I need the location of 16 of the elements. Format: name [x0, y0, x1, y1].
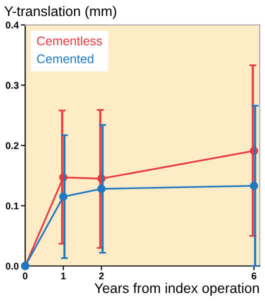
x-tick-label: 1	[61, 272, 66, 280]
x-tick-label: 0	[22, 272, 28, 280]
y-tick-label: 0.0	[6, 262, 19, 270]
x-tick-label: 6	[252, 272, 256, 280]
point	[250, 182, 258, 190]
text: Cemented	[37, 54, 94, 64]
point	[59, 192, 68, 201]
point	[97, 184, 106, 194]
y-tick-label: 0.4	[6, 22, 19, 29]
y-tick-label: 0.1	[6, 202, 19, 210]
y-tick-label: 0.3	[6, 82, 19, 89]
y-axis-title: Y-translation (mm)	[4, 6, 116, 19]
x-axis-title: Years from index operation	[94, 282, 259, 296]
text: Cementless	[37, 36, 102, 46]
y-tick-label: 0.2	[6, 142, 19, 150]
x-tick-label: 2	[99, 272, 104, 280]
